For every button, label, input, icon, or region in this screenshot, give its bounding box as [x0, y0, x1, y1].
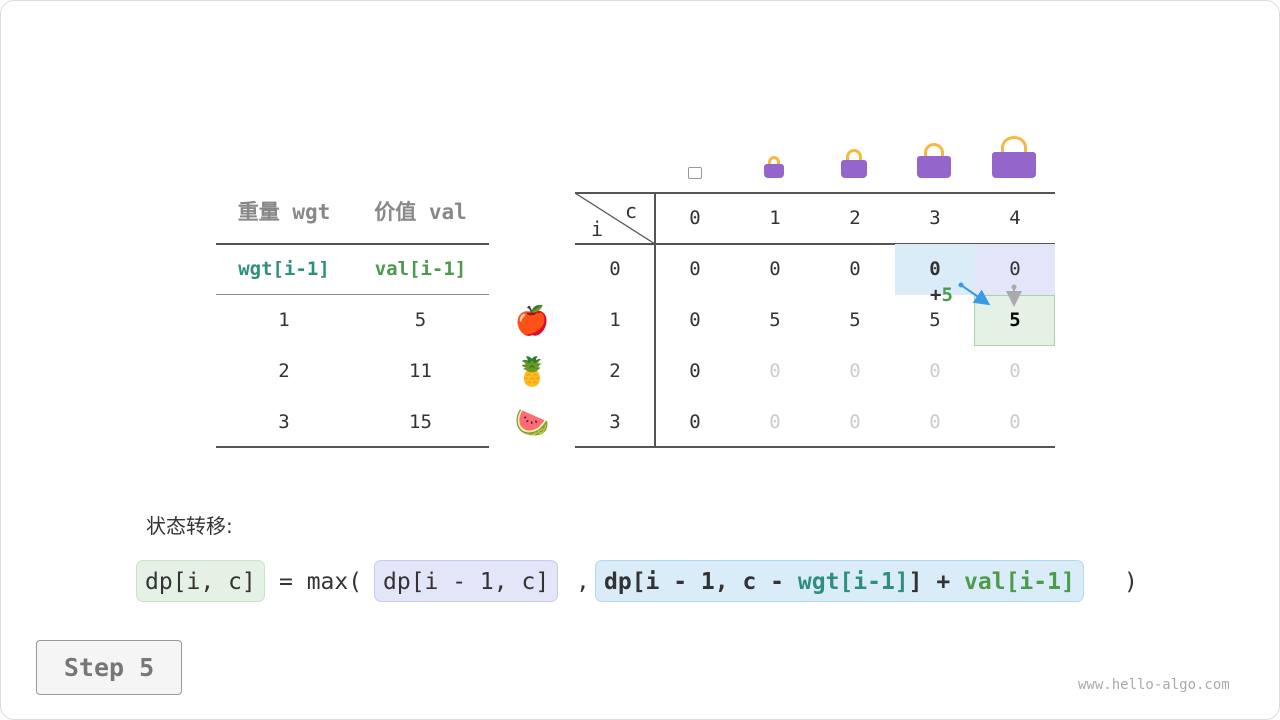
- dp-cell: 0: [769, 360, 781, 382]
- dp-cell: 0: [849, 258, 861, 280]
- bag-body: [764, 163, 784, 178]
- dp-cell: 5: [1009, 309, 1021, 331]
- divider: [216, 446, 489, 448]
- col-header: 4: [1009, 207, 1021, 229]
- apple-icon: 🍎: [514, 304, 550, 337]
- formula-part: dp[i - 1, c -: [604, 569, 798, 595]
- formula-label: 状态转移:: [146, 514, 233, 538]
- col-header: 0: [689, 207, 701, 229]
- bag-body: [917, 155, 951, 178]
- formula-close: ): [1124, 569, 1138, 595]
- watermark: www.hello-algo.com: [1078, 677, 1230, 693]
- divider: [575, 243, 1055, 245]
- row-header: 1: [609, 309, 621, 331]
- transition-arrows: [958, 282, 1022, 307]
- plus-sign: +: [930, 284, 942, 306]
- dp-cell: 5: [769, 309, 781, 331]
- bag-icon: [841, 149, 867, 178]
- divider: [654, 193, 656, 447]
- value-cell: 11: [409, 360, 432, 382]
- dp-cell: 0: [849, 411, 861, 433]
- corner-c: c: [625, 199, 638, 223]
- bag-body: [992, 151, 1036, 178]
- bag-icon: [917, 142, 951, 178]
- weight-cell: 2: [278, 360, 290, 382]
- col-header: 3: [929, 207, 941, 229]
- dp-cell: 5: [929, 309, 941, 331]
- divider: [575, 446, 1055, 448]
- corner-diagonal: [575, 193, 655, 244]
- formula-eq: = max(: [279, 569, 363, 595]
- formula-comma: ,: [576, 569, 590, 595]
- formula-lhs: dp[i, c]: [136, 560, 265, 602]
- bag-handle: [846, 149, 862, 166]
- value-cell: 5: [414, 309, 427, 331]
- dp-cell: 0: [849, 360, 861, 382]
- plus-annotation: +5: [930, 284, 953, 306]
- dp-cell: 0: [1009, 411, 1021, 433]
- row-header: 3: [609, 411, 621, 433]
- pineapple-icon: 🍍: [514, 355, 550, 388]
- header-value: 价值 val: [374, 200, 467, 224]
- bag-icon: [764, 155, 784, 178]
- dp-cell: 0: [1009, 258, 1021, 280]
- dp-cell: 0: [1009, 360, 1021, 382]
- dp-cell: 0: [689, 309, 701, 331]
- step-button[interactable]: Step 5: [36, 640, 182, 695]
- value-cell: 15: [409, 411, 432, 433]
- dp-cell: 0: [689, 360, 701, 382]
- formula-wgt: wgt[i-1]: [797, 569, 909, 595]
- bag-body: [841, 159, 867, 178]
- formula-val: val[i-1]: [964, 569, 1075, 595]
- divider: [216, 294, 489, 295]
- dp-cell: 0: [929, 258, 941, 280]
- dp-cell: 0: [929, 411, 941, 433]
- weight-cell: 3: [278, 411, 290, 433]
- bag-handle: [923, 142, 945, 163]
- dp-cell: 0: [689, 411, 701, 433]
- formula-option-take: dp[i - 1, c - wgt[i-1]] + val[i-1]: [595, 560, 1084, 602]
- dp-cell: 5: [849, 309, 861, 331]
- header-weight: 重量 wgt: [237, 200, 331, 224]
- bag-icon: [992, 136, 1036, 178]
- watermelon-icon: 🍉: [514, 406, 550, 439]
- dp-cell: 0: [769, 258, 781, 280]
- weight-cell: 1: [278, 309, 290, 331]
- dp-cell: 0: [929, 360, 941, 382]
- divider: [216, 243, 489, 245]
- plus-value: 5: [941, 284, 953, 306]
- bag-handle: [768, 155, 780, 169]
- col-header: 1: [769, 207, 781, 229]
- formula-part: ] +: [908, 569, 965, 595]
- corner-i: i: [591, 217, 604, 241]
- divider: [575, 192, 1055, 194]
- subheader-wgt: wgt[i-1]: [238, 258, 330, 280]
- row-header: 0: [609, 258, 621, 280]
- subheader-val: val[i-1]: [374, 258, 467, 280]
- formula-option-skip: dp[i - 1, c]: [374, 560, 559, 602]
- bag-handle: [1000, 136, 1028, 160]
- dp-cell: 0: [689, 258, 701, 280]
- row-header: 2: [609, 360, 621, 382]
- col-header: 2: [849, 207, 861, 229]
- dp-cell: 0: [769, 411, 781, 433]
- bag-icon-empty: [688, 167, 702, 179]
